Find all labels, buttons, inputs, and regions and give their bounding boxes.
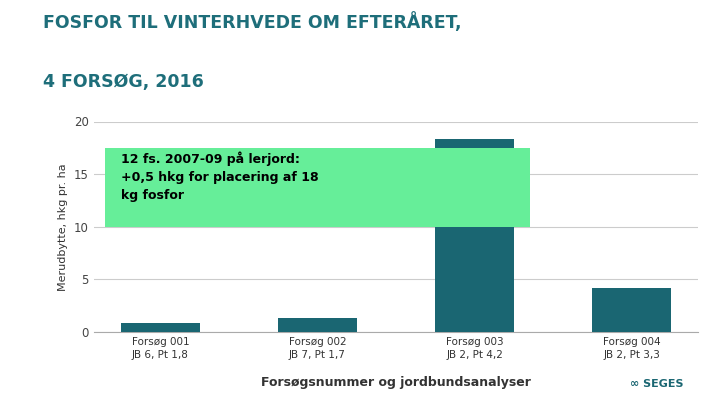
Text: 4 FORSØG, 2016: 4 FORSØG, 2016	[43, 73, 204, 91]
Text: Forsøgsnummer og jordbundsanalyser: Forsøgsnummer og jordbundsanalyser	[261, 376, 531, 389]
Y-axis label: Merudbytte, hkg pr. ha: Merudbytte, hkg pr. ha	[58, 163, 68, 291]
Bar	[593, 288, 671, 332]
FancyBboxPatch shape	[105, 148, 529, 227]
Text: FOSFOR TIL VINTERHVEDE OM EFTERÅRET,: FOSFOR TIL VINTERHVEDE OM EFTERÅRET,	[43, 12, 462, 32]
Bar	[121, 323, 199, 332]
Text: 12 fs. 2007-09 på lerjord:
+0,5 hkg for placering af 18
kg fosfor: 12 fs. 2007-09 på lerjord: +0,5 hkg for …	[121, 151, 319, 202]
Bar	[436, 139, 514, 332]
Text: ∞ SEGES: ∞ SEGES	[631, 379, 684, 389]
Bar	[278, 318, 356, 332]
